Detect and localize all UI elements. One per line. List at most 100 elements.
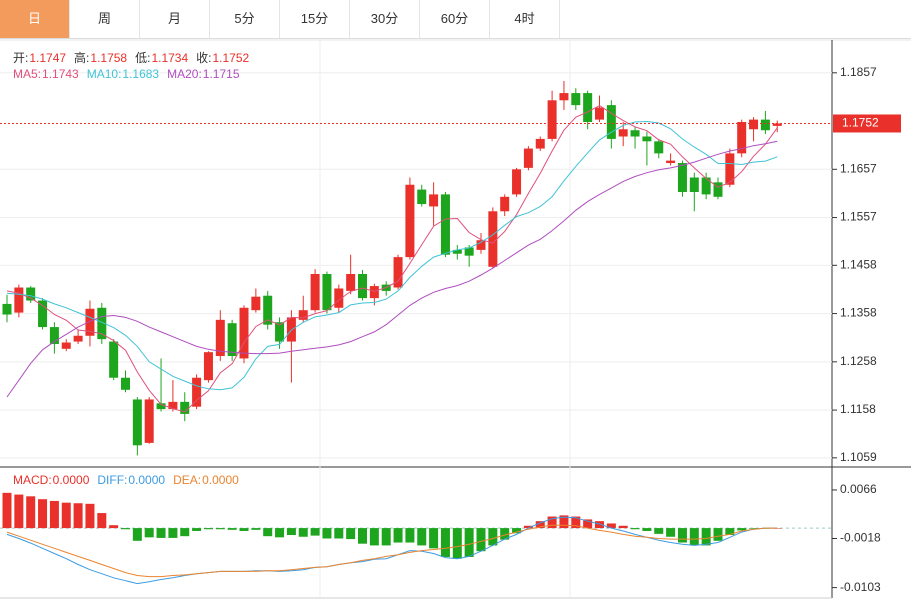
ohlc-label: 低:	[135, 51, 151, 65]
candle-body	[559, 93, 569, 101]
legend-label: MA5:	[13, 67, 42, 81]
dea-line	[6, 524, 778, 578]
candle-body	[14, 287, 24, 313]
legend-label: MACD:	[13, 473, 52, 487]
candle-body	[749, 119, 759, 130]
y-tick-label: 1.1358	[840, 306, 877, 320]
macd-bar	[523, 525, 533, 529]
macd-bar	[512, 528, 522, 534]
macd-bar	[298, 528, 308, 537]
macd-bar	[73, 503, 83, 529]
candle-body	[618, 129, 628, 137]
candle-body	[38, 300, 48, 328]
candle-body	[298, 310, 308, 320]
macd-bar	[369, 528, 379, 546]
macd-bar	[535, 521, 545, 529]
candle-body	[642, 136, 652, 142]
macd-bar	[559, 515, 569, 529]
macd-bar	[749, 528, 759, 529]
period-tab[interactable]: 5分	[210, 0, 280, 38]
macd-bar	[121, 528, 130, 530]
y-tick-label: 1.1557	[840, 210, 877, 224]
candle-body	[689, 177, 699, 192]
macd-bar	[583, 519, 593, 529]
candle-body	[73, 335, 83, 342]
candle-body	[61, 342, 71, 349]
macd-bar	[654, 528, 664, 534]
ohlc-value: 1.1752	[212, 51, 250, 65]
candle-body	[595, 107, 604, 120]
macd-bar	[547, 516, 557, 529]
period-tab[interactable]: 30分	[350, 0, 420, 38]
candle-body	[476, 240, 486, 250]
legend-label: MA20:	[167, 67, 202, 81]
candle-body	[464, 247, 474, 256]
ohlc-value: 1.1747	[29, 51, 67, 65]
macd-bar	[215, 528, 225, 530]
y-tick-label: 1.1857	[840, 65, 877, 79]
macd-bar	[464, 528, 474, 557]
candle-body	[144, 399, 154, 443]
candle-body	[2, 303, 12, 315]
candle-body	[310, 274, 320, 311]
candle-body	[192, 377, 202, 407]
legend-value: 1.1683	[122, 67, 160, 81]
macd-bar	[132, 528, 142, 541]
macd-bar	[476, 528, 486, 552]
candle-body	[215, 319, 225, 357]
candle-body	[512, 169, 522, 195]
candle-body	[227, 323, 237, 357]
macd-bar	[571, 516, 581, 529]
macd-bar	[725, 528, 735, 536]
macd-bar	[713, 528, 723, 541]
legend-value: 0.0000	[52, 473, 90, 487]
candle-body	[523, 148, 533, 168]
period-tab[interactable]: 4时	[490, 0, 560, 38]
macd-bar	[346, 528, 356, 540]
candle-body	[630, 130, 640, 137]
macd-bar	[689, 528, 699, 546]
candle-body	[109, 341, 119, 378]
candle-body	[393, 257, 403, 288]
candle-body	[488, 211, 498, 267]
candle-body	[666, 160, 676, 164]
candle-body	[606, 105, 616, 139]
ohlc-label: 高:	[74, 51, 90, 65]
legend-value: 1.1715	[202, 67, 240, 81]
candle-body	[417, 189, 427, 205]
period-tab[interactable]: 60分	[420, 0, 490, 38]
macd-bar	[322, 528, 332, 539]
candle-body	[547, 100, 557, 139]
macd-bar	[666, 528, 676, 537]
macd-bar	[500, 528, 510, 540]
macd-bar	[180, 528, 190, 537]
candle-body	[121, 377, 130, 390]
candle-body	[772, 123, 782, 126]
candle-body	[369, 286, 379, 299]
last-price-box	[833, 114, 901, 133]
period-tab[interactable]: 15分	[280, 0, 350, 38]
macd-bar	[2, 492, 12, 529]
macd-bar	[642, 528, 652, 531]
macd-bar	[97, 513, 107, 529]
candle-body	[760, 119, 770, 131]
candle-body	[346, 274, 356, 291]
macd-bar	[595, 521, 604, 529]
ohlc-label: 收:	[196, 51, 212, 65]
candle-body	[239, 307, 249, 359]
period-tab[interactable]: 周	[70, 0, 140, 38]
candle-body	[429, 194, 439, 207]
candle-body	[156, 403, 166, 410]
candle-body	[275, 322, 285, 342]
candle-body	[334, 288, 344, 308]
period-tab[interactable]: 日	[0, 0, 70, 38]
candle-body	[97, 307, 107, 340]
candle-body	[571, 93, 581, 106]
ohlc-value: 1.1758	[90, 51, 128, 65]
y-tick-label: 1.1657	[840, 161, 877, 175]
macd-bar	[630, 528, 640, 530]
candle-body	[322, 274, 332, 311]
period-tab[interactable]: 月	[140, 0, 210, 38]
y-tick-label: 0.0066	[840, 482, 877, 496]
